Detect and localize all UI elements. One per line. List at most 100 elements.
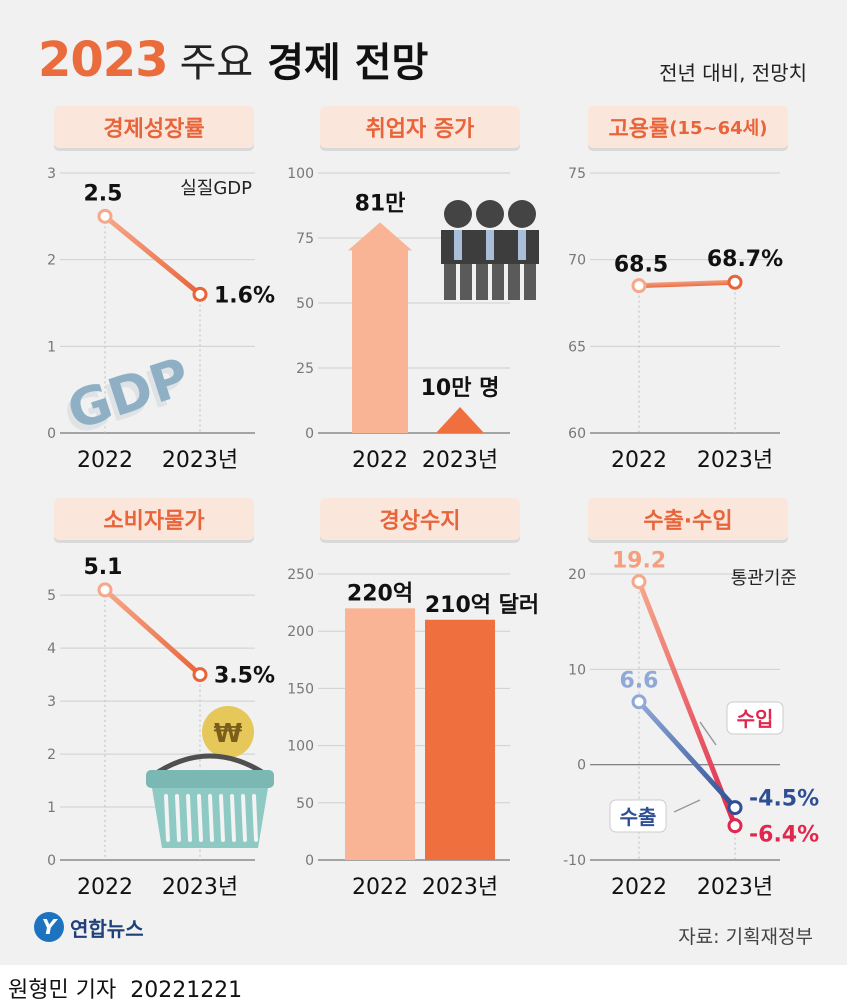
data-label: -4.5% xyxy=(749,787,819,812)
y-tick-label: 25 xyxy=(296,361,314,377)
y-tick-label: 20 xyxy=(568,567,586,583)
panel-title-gdp: 경제성장률 xyxy=(54,106,254,148)
y-tick-label: 75 xyxy=(568,166,586,182)
infographic-card xyxy=(0,0,847,965)
bar-arrow xyxy=(348,222,412,433)
imports-callout-box xyxy=(726,701,784,735)
x-tick-label: 2022 xyxy=(352,875,408,900)
credit-name: 원형민 기자 xyxy=(8,978,117,1003)
callout-leader xyxy=(699,721,717,746)
panel-title-trade: 수출·수입 xyxy=(588,498,788,540)
data-label: 210억 달러 xyxy=(425,593,539,618)
employment-series-line xyxy=(636,279,738,289)
y-tick-label: 100 xyxy=(287,166,314,182)
won-coin-symbol: ₩ xyxy=(214,719,243,749)
y-tick-label: 250 xyxy=(287,567,314,583)
imports-series-line xyxy=(636,579,738,829)
worker-leg-icon xyxy=(476,264,488,300)
x-tick-label: 2022 xyxy=(611,875,667,900)
logo: Y 연합뉴스 xyxy=(34,912,144,942)
y-tick-label: 150 xyxy=(287,681,314,697)
worker-leg-icon xyxy=(508,264,520,300)
imports-legend-label: 수입 xyxy=(737,707,774,731)
y-tick-label: 0 xyxy=(47,426,56,442)
data-label: 6.6 xyxy=(620,669,659,694)
source-note: 자료: 기획재정부 xyxy=(678,926,813,948)
yonhap-logo-icon: Y xyxy=(34,912,64,942)
y-tick-label: 0 xyxy=(305,853,314,869)
employment-series-point xyxy=(727,274,743,290)
worker-tie-icon xyxy=(486,230,494,260)
y-tick-label: 4 xyxy=(47,641,56,657)
worker-tie-icon xyxy=(454,230,462,260)
imports-series-point xyxy=(631,574,647,590)
credit-date: 20221221 xyxy=(130,978,243,1003)
y-tick-label: 65 xyxy=(568,339,586,355)
exports-series-point xyxy=(727,800,743,816)
x-tick-label: 2023년 xyxy=(697,448,773,473)
page-subtitle: 전년 대비, 전망치 xyxy=(659,61,807,85)
panel-title-jobs: 취업자 증가 xyxy=(320,106,520,148)
data-label: 10만 명 xyxy=(421,376,500,401)
y-tick-label: 70 xyxy=(568,253,586,269)
callout-leader xyxy=(673,799,701,813)
basket-slot-icon xyxy=(219,794,225,842)
data-label: 81만 xyxy=(355,191,406,216)
logo-text: 연합뉴스 xyxy=(70,916,144,941)
basket-slot-icon xyxy=(175,794,181,842)
employment-series-point xyxy=(631,278,647,294)
chart-note: 실질GDP xyxy=(180,178,252,199)
basket-handle-icon xyxy=(156,753,264,775)
basket-slot-icon xyxy=(241,794,247,842)
won-coin-icon xyxy=(202,706,254,758)
y-tick-label: 75 xyxy=(296,231,314,247)
y-tick-label: 60 xyxy=(568,426,586,442)
basket-slot-icon xyxy=(230,794,236,842)
y-tick-label: 50 xyxy=(296,296,314,312)
basket-rim-icon xyxy=(146,770,274,788)
worker-head-icon xyxy=(508,200,536,228)
worker-head-icon xyxy=(444,200,472,228)
y-tick-label: 0 xyxy=(577,758,586,774)
worker-leg-icon xyxy=(444,264,456,300)
data-label: 2.5 xyxy=(84,181,123,206)
panel-title-employment-sub: (15~64세) xyxy=(669,118,768,139)
data-label: 68.5 xyxy=(614,253,668,278)
imports-series-point xyxy=(727,818,743,834)
bar xyxy=(425,619,495,860)
panel-title-cpi: 소비자물가 xyxy=(54,498,254,540)
data-label: 1.6% xyxy=(214,283,275,308)
exports-series-line xyxy=(636,699,738,811)
panel-title-current: 경상수지 xyxy=(320,498,520,540)
panel-title-employment: 고용률 (15~64세) xyxy=(588,106,788,148)
data-label: 68.7% xyxy=(707,247,783,272)
worker-leg-icon xyxy=(460,264,472,300)
title-bold: 경제 전망 xyxy=(267,40,429,86)
bar-arrow xyxy=(436,407,484,433)
y-tick-label: 2 xyxy=(47,747,56,763)
cpi-series-point xyxy=(97,582,113,598)
cpi-series-line xyxy=(102,587,203,678)
y-tick-label: 2 xyxy=(47,253,56,269)
y-tick-label: -10 xyxy=(563,853,586,869)
basket-slot-icon xyxy=(164,794,170,842)
x-tick-label: 2022 xyxy=(77,448,133,473)
chart-note: 통관기준 xyxy=(731,568,797,589)
x-tick-label: 2023년 xyxy=(422,875,498,900)
x-tick-label: 2023년 xyxy=(697,875,773,900)
worker-leg-icon xyxy=(492,264,504,300)
x-tick-label: 2022 xyxy=(611,448,667,473)
exports-legend-label: 수출 xyxy=(620,805,657,829)
y-tick-label: 200 xyxy=(287,624,314,640)
basket-slot-icon xyxy=(197,794,203,842)
x-tick-label: 2023년 xyxy=(422,448,498,473)
data-label: -6.4% xyxy=(749,823,819,848)
gdp-series-point xyxy=(192,286,208,302)
y-tick-label: 0 xyxy=(305,426,314,442)
basket-slot-icon xyxy=(186,794,192,842)
exports-callout-box xyxy=(609,799,667,833)
y-tick-label: 0 xyxy=(47,853,56,869)
x-tick-label: 2023년 xyxy=(162,875,238,900)
y-tick-label: 100 xyxy=(287,739,314,755)
